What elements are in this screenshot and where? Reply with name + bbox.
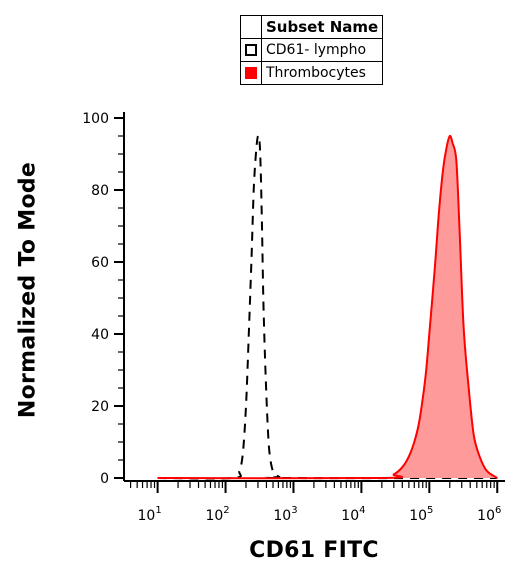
x-tick-label-base: 10	[138, 508, 156, 524]
y-tick-label: 80	[91, 183, 109, 199]
axis-ticks	[114, 117, 499, 493]
x-tick-label: 103	[273, 505, 297, 524]
legend-header-row: Subset Name	[240, 15, 384, 39]
x-tick-label: 102	[205, 505, 229, 524]
y-axis-label: Normalized To Mode	[15, 161, 41, 419]
y-tick-label: 60	[91, 255, 109, 271]
y-tick-label: 40	[91, 327, 109, 343]
x-tick-label: 104	[341, 505, 365, 524]
y-tick-label: 100	[82, 111, 109, 127]
x-tick-label-base: 10	[477, 508, 495, 524]
x-tick-label-base: 10	[341, 508, 359, 524]
legend-swatch-cd61-lympho	[245, 44, 257, 56]
x-tick-label: 105	[409, 505, 433, 524]
x-tick-label-base: 10	[273, 508, 291, 524]
x-tick-label-exponent: 2	[223, 505, 229, 516]
x-tick-label: 106	[477, 505, 501, 524]
series-line-thrombocytes	[157, 134, 498, 480]
y-tick-label: 0	[100, 471, 109, 487]
legend-header: Subset Name	[260, 15, 384, 39]
legend-swatch-thrombocytes	[245, 67, 257, 79]
axes	[123, 112, 505, 482]
series-line-cd61-lympho	[157, 134, 498, 480]
y-tick-label: 20	[91, 399, 109, 415]
x-tick-label-exponent: 6	[495, 505, 501, 516]
x-tick-label-exponent: 3	[291, 505, 297, 516]
x-tick-label: 101	[138, 505, 162, 524]
x-tick-label-exponent: 5	[427, 505, 433, 516]
legend-entry-cd61-lympho: CD61- lympho	[240, 38, 384, 62]
x-axis-label: CD61 FITC	[249, 538, 379, 563]
x-tick-label-base: 10	[205, 508, 223, 524]
series-fill-thrombocytes	[157, 135, 498, 479]
x-tick-label-exponent: 1	[155, 505, 161, 516]
legend-label-cd61-lympho: CD61- lympho	[260, 38, 384, 62]
legend-label-thrombocytes: Thrombocytes	[260, 61, 384, 85]
series-layer	[157, 134, 498, 480]
x-tick-label-exponent: 4	[359, 505, 365, 516]
legend-entry-thrombocytes: Thrombocytes	[240, 61, 384, 85]
legend: Subset Name CD61- lympho Thrombocytes	[240, 15, 384, 85]
x-tick-label-base: 10	[409, 508, 427, 524]
